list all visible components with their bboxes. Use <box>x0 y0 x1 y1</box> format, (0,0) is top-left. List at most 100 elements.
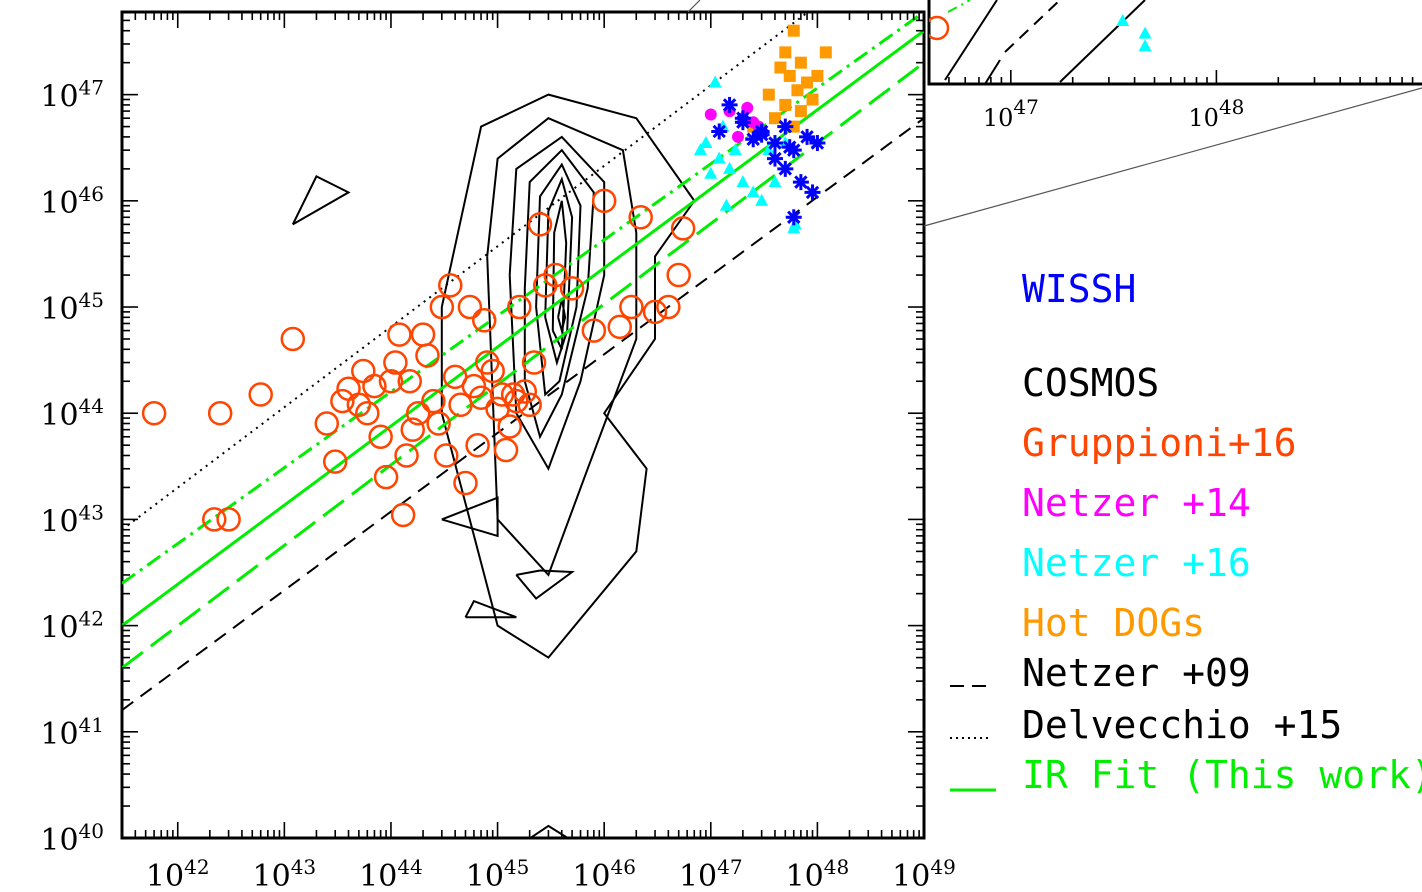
netzer-16-point <box>736 175 750 188</box>
legend-label-irfit: IR Fit (This work) <box>1022 753 1422 797</box>
gruppioni-16-point <box>362 373 387 399</box>
x-tick-label: 1046 <box>572 855 636 892</box>
gruppioni-16-point <box>433 443 459 468</box>
x-tick-label: 1043 <box>253 855 317 892</box>
hot-dogs-point <box>783 69 796 82</box>
inset-netzer-16-point <box>1138 26 1152 39</box>
gruppioni-16-point <box>628 205 653 230</box>
wissh-point <box>721 96 738 113</box>
gruppioni-16-point <box>591 188 617 214</box>
gruppioni-16-point <box>642 299 668 325</box>
cosmos-contour-2 <box>508 135 606 472</box>
wissh-point <box>766 135 783 152</box>
gruppioni-16-point <box>507 294 532 320</box>
gruppioni-16-point <box>415 343 440 368</box>
legend-label-cosmos: COSMOS <box>1022 361 1159 405</box>
gruppioni-16-point <box>497 414 522 439</box>
wissh-point <box>777 118 794 135</box>
gruppioni-16-point <box>670 216 696 241</box>
gruppioni-16-point <box>207 400 233 426</box>
cosmos-contour-3 <box>523 148 595 440</box>
cosmos-contour-9 <box>441 496 499 538</box>
legend-label-netzer16: Netzer +16 <box>1022 541 1251 585</box>
netzer-16-point <box>788 217 802 230</box>
netzer-14-point <box>731 130 744 143</box>
gruppioni-16-point <box>493 437 519 463</box>
inset-gruppioni-point <box>929 15 950 41</box>
hot-dogs-point <box>806 93 819 106</box>
main-plot: 1042 1043 1044 1045 1046 1047 1048 1049 1040 1041… <box>40 10 956 892</box>
inset-x-tick-label: 1047 <box>983 95 1039 132</box>
gruppioni-16-point <box>559 276 585 301</box>
cosmos-contour-5 <box>544 176 574 367</box>
gruppioni-16-point <box>248 382 273 407</box>
hot-dogs-point <box>774 61 787 74</box>
gruppioni-16-point <box>405 400 431 426</box>
legend: WISSH COSMOS Gruppioni+16 Netzer +14 Net… <box>950 267 1422 797</box>
gruppioni-16-point <box>512 379 538 404</box>
cosmos-contour-7 <box>557 298 567 335</box>
cosmos-contour-0 <box>440 93 696 659</box>
inset-dashdot-line <box>947 0 971 13</box>
y-tick-label: 1047 <box>40 76 104 115</box>
gruppioni-16-point <box>453 470 478 496</box>
gruppioni-16-point <box>471 308 497 333</box>
hot-dogs-point <box>762 88 775 101</box>
inset-dashed-line <box>1004 0 1061 53</box>
y-tick-label: 1046 <box>40 182 104 221</box>
gruppioni-16-point <box>201 507 227 532</box>
cosmos-contour-11 <box>515 569 575 600</box>
main-axes: 1042 1043 1044 1045 1046 1047 1048 1049 1040 1041… <box>40 11 956 892</box>
netzer-16-point <box>693 143 707 156</box>
cosmos-contour-6 <box>551 200 568 350</box>
gruppioni-16-point <box>619 294 644 320</box>
netzer-16-point <box>768 175 782 188</box>
y-tick-label: 1043 <box>40 500 104 539</box>
inset-points-group <box>1116 14 1152 52</box>
netzer-16-point <box>699 136 713 149</box>
y-tick-label: 1041 <box>40 713 104 752</box>
wissh-point <box>766 150 783 167</box>
gruppioni-16-point <box>383 350 408 375</box>
hot-dogs-point <box>768 112 781 125</box>
netzer-16-point <box>712 151 726 164</box>
inset-netzer-16-point <box>1138 39 1152 52</box>
inset-plot-frame <box>927 0 1422 86</box>
hot-dogs-point <box>794 105 807 118</box>
gruppioni-16-point <box>480 358 505 384</box>
gruppioni-16-point <box>429 294 455 320</box>
gruppioni-16-point <box>280 326 306 352</box>
legend-label-hotdogs: Hot DOGs <box>1022 601 1205 645</box>
gruppioni-16-point <box>141 400 167 426</box>
netzer-16-point <box>746 185 760 198</box>
wissh-point <box>804 184 821 201</box>
y-tick-label: 1044 <box>40 394 104 433</box>
inset-connector-upper <box>687 0 701 13</box>
hot-dogs-point <box>801 76 814 89</box>
hot-dogs-point <box>819 46 832 59</box>
gruppioni-16-point <box>322 449 348 474</box>
gruppioni-16-point <box>387 322 412 347</box>
gruppioni-16-point <box>527 212 553 237</box>
hot-dogs-point <box>787 24 800 37</box>
gruppioni-16-point <box>397 369 422 394</box>
netzer-16-point <box>762 143 776 156</box>
inset-solid-line-2 <box>984 59 1001 84</box>
y-tick-label: 1045 <box>40 288 104 327</box>
netzer-16-point <box>723 161 737 174</box>
legend-label-gruppioni: Gruppioni+16 <box>1022 421 1297 465</box>
cosmos-contour-8 <box>291 175 351 226</box>
x-tick-label: 1049 <box>892 855 956 892</box>
legend-label-delvecchio: Delvecchio +15 <box>1022 703 1342 747</box>
inset-plot: 1047 1048 <box>927 0 1422 132</box>
gruppioni-16-point <box>394 443 419 468</box>
cosmos-contour-10 <box>464 599 517 619</box>
wissh-point <box>711 123 728 140</box>
gruppioni-16-point <box>457 294 483 320</box>
gruppioni-16-point <box>330 388 355 414</box>
wissh-point <box>809 135 826 152</box>
wissh-point <box>753 126 770 143</box>
x-tick-label: 1047 <box>679 855 743 892</box>
x-tick-label: 1045 <box>466 855 530 892</box>
